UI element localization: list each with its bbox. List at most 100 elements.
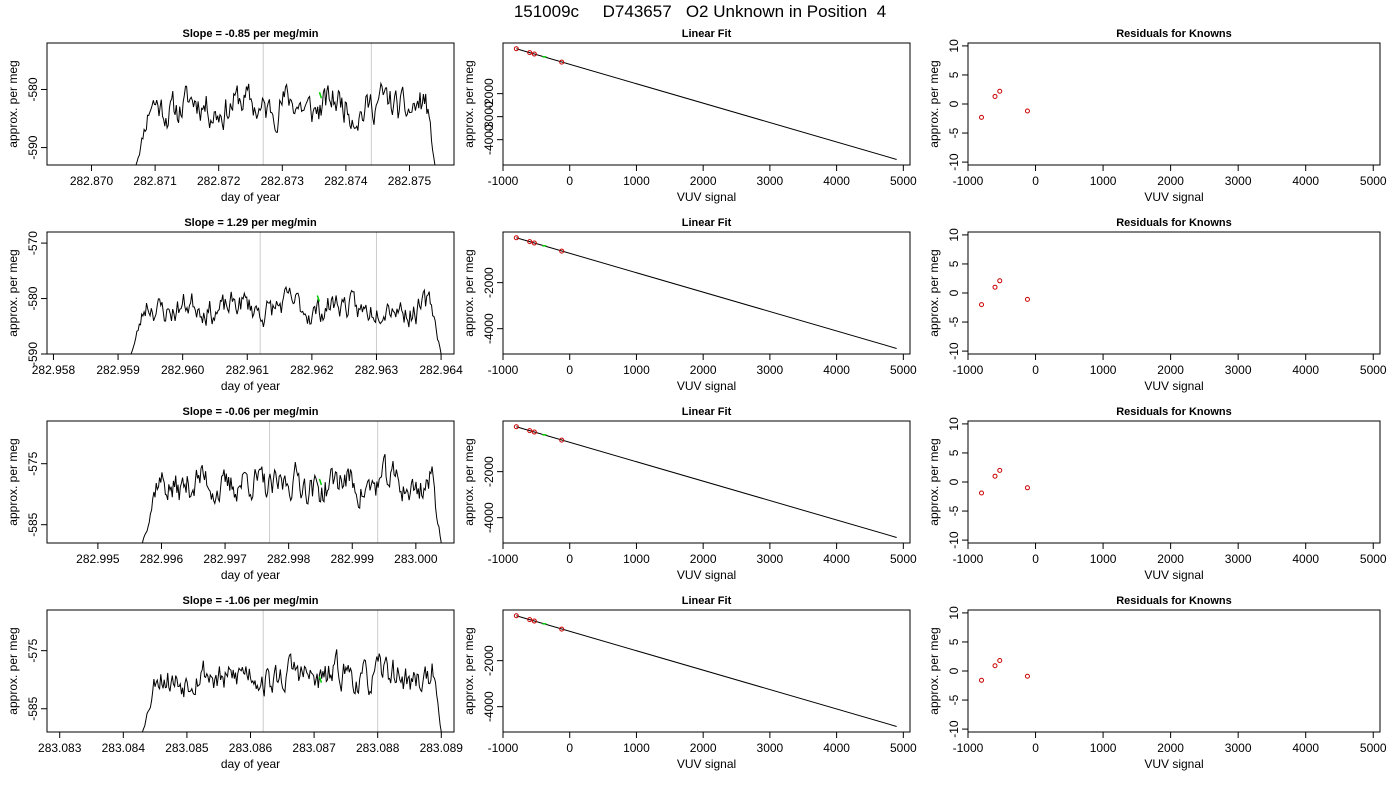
residual-point	[979, 114, 985, 120]
y-tick-label: -580	[26, 77, 40, 101]
y-axis-label: approx. per meg	[462, 438, 476, 525]
x-tick-label: 5000	[890, 363, 917, 377]
x-tick-label: 5000	[890, 741, 917, 755]
x-tick-label: 4000	[823, 741, 850, 755]
y-tick-label: 10	[947, 39, 961, 53]
residual-point	[979, 490, 985, 496]
data-point	[559, 626, 565, 632]
x-tick-label: 4000	[1292, 174, 1319, 188]
y-tick-label: 10	[947, 228, 961, 242]
y-tick-label: -5	[947, 127, 961, 138]
fit-line	[516, 48, 897, 160]
x-tick-label: 5000	[890, 174, 917, 188]
y-tick-label: -590	[26, 342, 40, 366]
x-tick-label: -1000	[488, 552, 519, 566]
x-tick-label: -1000	[953, 363, 984, 377]
residual-point	[1024, 296, 1030, 302]
residual-point	[992, 663, 998, 669]
x-tick-label: 1000	[623, 363, 650, 377]
x-tick-label: 3000	[1225, 741, 1252, 755]
x-tick-label: 282.874	[324, 174, 368, 188]
plot-area	[513, 613, 897, 727]
green-marker	[318, 92, 323, 99]
axes-box	[502, 231, 911, 355]
plot-area	[130, 232, 442, 354]
panel-1-2: Residuals for Knowns -1000 0 1000 2000 3000 40…	[927, 217, 1387, 393]
y-tick-label: -570	[26, 231, 40, 255]
x-tick-label: 3000	[1225, 552, 1252, 566]
x-tick-label: 3000	[757, 552, 784, 566]
residual-point	[992, 284, 998, 290]
fit-line	[516, 237, 897, 349]
time-series-line	[135, 81, 436, 165]
panel-3-0: Slope = -1.06 per meg/min 283.083 283.084 2…	[6, 595, 463, 771]
x-tick-label: 3000	[757, 174, 784, 188]
x-tick-label: 3000	[1225, 363, 1252, 377]
y-axis-label: approx. per meg	[462, 60, 476, 147]
x-axis-label: day of year	[221, 757, 280, 771]
axes-box	[502, 42, 911, 166]
x-tick-label: 5000	[1360, 741, 1387, 755]
data-point	[513, 424, 519, 430]
residual-point	[979, 302, 985, 308]
x-tick-label: 283.085	[165, 741, 209, 755]
y-tick-label: -4000	[482, 502, 496, 533]
green-marker	[318, 676, 323, 683]
panel-title: Slope = -0.06 per meg/min	[182, 406, 318, 418]
x-tick-label: 5000	[1360, 363, 1387, 377]
green-marker	[316, 295, 321, 302]
panel-3-2: Residuals for Knowns -1000 0 1000 2000 3000 40…	[927, 595, 1387, 771]
axes-box	[967, 231, 1381, 355]
green-marker	[318, 478, 323, 486]
x-axis-label: VUV signal	[1144, 379, 1203, 393]
x-tick-label: 282.960	[161, 363, 205, 377]
x-tick-label: 282.996	[140, 552, 184, 566]
x-axis-label: VUV signal	[1144, 757, 1203, 771]
axes-box	[46, 231, 455, 355]
x-tick-label: -1000	[488, 363, 519, 377]
y-axis-label: approx. per meg	[927, 438, 941, 525]
y-axis-label: approx. per meg	[462, 249, 476, 336]
x-tick-label: 5000	[1360, 174, 1387, 188]
panel-1-1: Linear Fit -1000 0 1000 2000 3000 4000 5000 -400…	[462, 217, 917, 393]
x-tick-label: 283.000	[394, 552, 438, 566]
data-point	[527, 239, 533, 245]
plot-area	[513, 46, 897, 160]
x-tick-label: 2000	[1157, 174, 1184, 188]
y-tick-label: 5	[947, 638, 961, 645]
y-tick-label: -3000	[482, 101, 496, 132]
x-tick-label: 283.086	[229, 741, 273, 755]
x-tick-label: 4000	[823, 174, 850, 188]
panel-2-1: Linear Fit -1000 0 1000 2000 3000 4000 5000 -400…	[462, 406, 917, 582]
residual-point	[997, 88, 1003, 94]
panel-title: Linear Fit	[682, 217, 732, 229]
y-tick-label: -5	[947, 694, 961, 705]
x-tick-label: 1000	[1090, 363, 1117, 377]
plot-area	[979, 88, 1030, 120]
plot-area	[135, 43, 436, 165]
time-series-line	[141, 649, 442, 732]
x-tick-label: 0	[566, 552, 573, 566]
x-tick-label: 2000	[690, 552, 717, 566]
data-point	[527, 428, 533, 434]
x-tick-label: 283.084	[102, 741, 146, 755]
axes-box	[502, 609, 911, 733]
x-tick-label: 3000	[1225, 174, 1252, 188]
panel-title: Residuals for Knowns	[1116, 217, 1232, 229]
x-tick-label: 282.964	[419, 363, 463, 377]
y-tick-label: 10	[947, 606, 961, 620]
axes-box	[967, 609, 1381, 733]
y-tick-label: 0	[947, 667, 961, 674]
x-tick-label: 0	[566, 741, 573, 755]
x-tick-label: 0	[1032, 552, 1039, 566]
data-point	[527, 50, 533, 56]
data-point	[531, 429, 537, 435]
y-tick-label: -575	[26, 638, 40, 662]
y-tick-label: 10	[947, 417, 961, 431]
x-tick-label: 282.963	[355, 363, 399, 377]
panel-title: Slope = -0.85 per meg/min	[182, 28, 318, 40]
x-tick-label: 0	[566, 363, 573, 377]
residual-point	[1024, 673, 1030, 679]
x-tick-label: 282.871	[133, 174, 177, 188]
panel-2-0: Slope = -0.06 per meg/min 282.995 282.996 2…	[6, 406, 455, 582]
